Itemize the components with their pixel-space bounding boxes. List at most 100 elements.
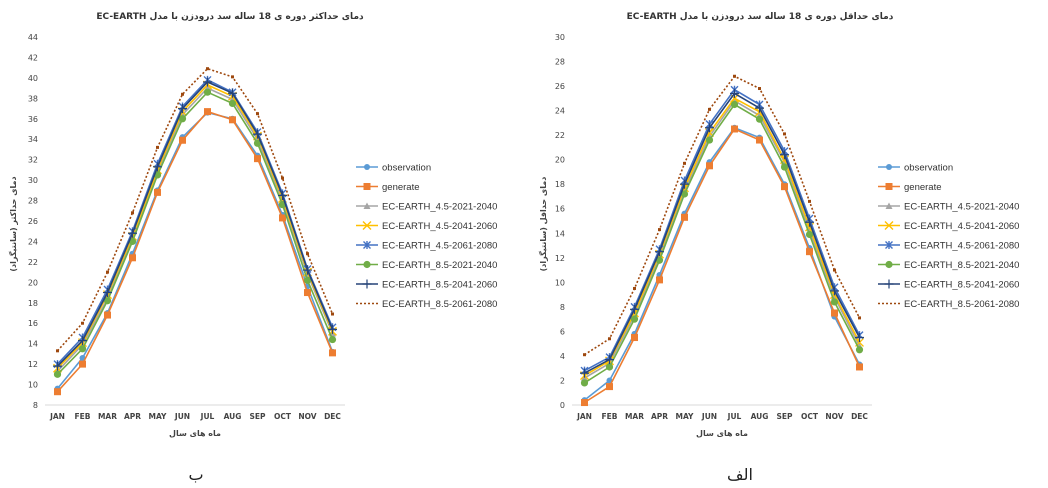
data-point <box>179 136 186 144</box>
data-point <box>54 388 61 396</box>
data-point <box>858 316 861 320</box>
data-point <box>805 217 814 227</box>
data-point <box>580 368 589 378</box>
y-tick-label: 42 <box>28 53 38 62</box>
data-point <box>730 100 739 109</box>
data-point <box>156 145 159 149</box>
y-tick-label: 20 <box>555 156 565 165</box>
x-tick-label: SEP <box>776 412 793 421</box>
legend-label: EC-EARTH_8.5-2041-2060 <box>904 280 1019 291</box>
data-point <box>128 237 137 246</box>
data-point <box>231 75 234 79</box>
series-EC-EARTH_8.5-2061-2080 <box>56 67 334 353</box>
y-tick-label: 4 <box>560 352 565 361</box>
data-point <box>303 276 312 284</box>
legend-label: EC-EARTH_4.5-2041-2060 <box>904 221 1019 232</box>
data-point <box>79 360 86 368</box>
y-tick-label: 18 <box>555 180 565 189</box>
x-tick-label: JUL <box>200 412 215 421</box>
y-tick-label: 8 <box>33 401 38 410</box>
y-tick-label: 32 <box>28 156 38 165</box>
data-point <box>658 228 661 232</box>
x-tick-label: JUN <box>701 412 717 421</box>
legend-label: EC-EARTH_4.5-2021-2040 <box>904 202 1019 213</box>
data-point <box>203 88 212 96</box>
data-point <box>329 349 336 357</box>
data-point <box>103 297 112 305</box>
series-line <box>584 75 861 356</box>
legend-entry: EC-EARTH_8.5-2061-2080 <box>878 299 1019 310</box>
legend-marker <box>362 279 372 289</box>
data-point <box>583 353 586 357</box>
legend-marker <box>363 241 371 249</box>
data-point <box>705 123 714 133</box>
legend-entry: EC-EARTH_4.5-2061-2080 <box>356 241 497 252</box>
legend-label: EC-EARTH_4.5-2041-2060 <box>382 221 497 232</box>
legend-entry: EC-EARTH_8.5-2041-2060 <box>356 279 497 291</box>
y-axis-label: دمای حداکثر (سانتیگراد) <box>8 176 18 271</box>
y-tick-label: 28 <box>555 58 565 67</box>
series-line <box>56 84 334 369</box>
y-tick-label: 10 <box>28 381 38 390</box>
data-point <box>730 88 739 98</box>
data-point <box>755 115 764 123</box>
data-point <box>328 324 337 334</box>
legend-entry: EC-EARTH_8.5-2061-2080 <box>356 299 497 310</box>
y-tick-label: 14 <box>555 229 565 238</box>
data-point <box>756 136 763 144</box>
data-point <box>655 247 664 257</box>
legend-marker <box>363 260 371 269</box>
data-point <box>630 315 639 323</box>
y-tick-label: 34 <box>28 135 38 144</box>
x-tick-label: DEC <box>851 412 868 421</box>
legend-entry: EC-EARTH_4.5-2041-2060 <box>878 221 1019 232</box>
legend-entry: EC-EARTH_4.5-2041-2060 <box>356 221 497 232</box>
series-EC-EARTH_4.5-2041-2060 <box>580 93 864 381</box>
data-point <box>229 116 236 124</box>
y-tick-label: 12 <box>28 360 38 369</box>
x-tick-label: OCT <box>274 412 292 421</box>
y-tick-label: 26 <box>555 82 565 91</box>
data-point <box>606 383 613 391</box>
data-point <box>278 190 287 200</box>
data-point <box>605 363 614 371</box>
data-point <box>633 286 636 290</box>
x-tick-label: AUG <box>751 412 769 421</box>
legend-label: EC-EARTH_8.5-2061-2080 <box>904 299 1019 310</box>
y-tick-label: 16 <box>28 319 38 328</box>
y-axis-label: دمای حداقل (سانتیگراد) <box>538 177 548 272</box>
data-point <box>281 176 284 180</box>
y-tick-label: 40 <box>28 74 38 83</box>
series-line <box>584 92 861 374</box>
series-EC-EARTH_8.5-2041-2060 <box>580 88 864 378</box>
data-point <box>683 161 686 165</box>
series-line <box>584 99 861 379</box>
legend-marker <box>885 241 893 249</box>
y-tick-label: 0 <box>560 401 565 410</box>
data-point <box>680 179 689 189</box>
y-tick-label: 10 <box>555 278 565 287</box>
data-point <box>708 107 711 111</box>
data-point <box>758 87 761 91</box>
y-tick-label: 24 <box>28 237 38 246</box>
data-point <box>154 188 161 196</box>
x-tick-label: APR <box>651 412 668 421</box>
series-line <box>584 127 861 404</box>
x-tick-label: AUG <box>224 412 242 421</box>
legend-entry: observation <box>356 163 431 174</box>
series-line <box>584 103 861 384</box>
y-tick-label: 20 <box>28 278 38 287</box>
y-tick-label: 22 <box>28 258 38 267</box>
figure-caption: ب <box>188 465 203 484</box>
legend-label: EC-EARTH_4.5-2061-2080 <box>904 241 1019 252</box>
data-point <box>830 298 839 306</box>
data-point <box>253 139 262 147</box>
series-line <box>56 111 334 390</box>
series-line <box>584 126 861 401</box>
chart-title: دمای حداکثر دوره ی 18 ساله سد درودزن با … <box>96 12 364 22</box>
series-EC-EARTH_8.5-2061-2080 <box>583 74 861 357</box>
data-point <box>131 211 134 215</box>
data-point <box>203 77 212 87</box>
legend-marker <box>885 260 893 269</box>
data-point <box>833 268 836 272</box>
